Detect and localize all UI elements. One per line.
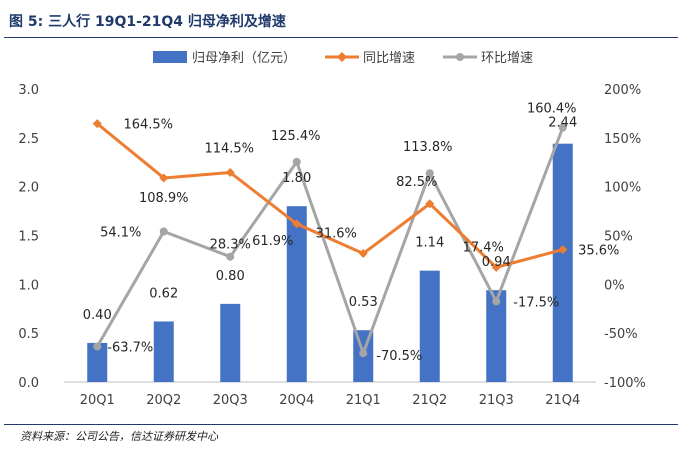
qoq-growth-point bbox=[93, 342, 102, 351]
y-left-tick-label: 2.0 bbox=[18, 181, 39, 196]
title-divider bbox=[4, 37, 678, 38]
yoy-growth-point bbox=[491, 262, 501, 272]
qoq-data-label: -63.7% bbox=[107, 341, 153, 356]
y-left-tick-label: 0.5 bbox=[18, 327, 39, 342]
bar-net-profit bbox=[87, 342, 108, 382]
y-right-tick-label: -50% bbox=[604, 327, 638, 342]
figure-title-bar: 图 5: 三人行 19Q1-21Q4 归母净利及增速 bbox=[0, 0, 684, 40]
y-left-tick-label: 3.0 bbox=[18, 83, 39, 98]
x-tick-label: 21Q4 bbox=[545, 393, 580, 408]
yoy-data-label: 164.5% bbox=[123, 118, 173, 133]
bar-net-profit bbox=[286, 206, 307, 382]
bar-data-label: 0.94 bbox=[482, 255, 511, 270]
qoq-data-label: 54.1% bbox=[100, 225, 141, 240]
y-right-tick-label: 100% bbox=[604, 181, 641, 196]
bar-data-label: 0.40 bbox=[83, 308, 112, 323]
yoy-data-label: 82.5% bbox=[396, 175, 437, 190]
yoy-growth-point bbox=[92, 119, 102, 129]
bar-net-profit bbox=[153, 321, 174, 382]
qoq-growth-point bbox=[159, 227, 168, 236]
bar-net-profit bbox=[419, 270, 440, 382]
yoy-growth-point bbox=[159, 173, 169, 183]
qoq-data-label: -17.5% bbox=[513, 295, 559, 310]
legend-swatch-qoq-marker bbox=[456, 53, 464, 61]
bar-data-label: 0.80 bbox=[216, 269, 245, 284]
qoq-data-label: -70.5% bbox=[376, 349, 422, 364]
yoy-data-label: 61.9% bbox=[252, 234, 293, 249]
qoq-growth-point bbox=[226, 252, 235, 261]
bar-net-profit bbox=[486, 290, 507, 382]
legend-swatch-net-profit bbox=[153, 51, 187, 63]
qoq-data-label: 160.4% bbox=[527, 102, 577, 117]
x-tick-label: 20Q4 bbox=[279, 393, 314, 408]
figure-title: 图 5: 三人行 19Q1-21Q4 归母净利及增速 bbox=[9, 14, 286, 30]
y-right-tick-label: 50% bbox=[604, 230, 633, 245]
source-note: 资料来源：公司公告，信达证券研发中心 bbox=[20, 430, 218, 443]
bar-net-profit bbox=[220, 303, 241, 382]
qoq-growth-point bbox=[359, 349, 368, 358]
bar-data-label: 1.80 bbox=[282, 171, 311, 186]
y-right-tick-label: 150% bbox=[604, 132, 641, 147]
y-right-tick-label: 200% bbox=[604, 83, 641, 98]
qoq-growth-point bbox=[492, 297, 501, 306]
qoq-growth-line bbox=[95, 127, 565, 355]
yoy-growth-point bbox=[225, 168, 235, 178]
legend-label-qoq: 环比增速 bbox=[481, 51, 533, 66]
bar-data-label: 0.53 bbox=[349, 295, 378, 310]
legend-label-yoy: 同比增速 bbox=[363, 51, 415, 66]
x-tick-label: 21Q2 bbox=[412, 393, 447, 408]
y-right-tick-label: 0% bbox=[604, 278, 625, 293]
bar-data-label: 0.62 bbox=[149, 286, 178, 301]
qoq-growth-point bbox=[558, 123, 567, 132]
yoy-growth-point bbox=[425, 199, 435, 209]
yoy-growth-point bbox=[558, 245, 568, 255]
qoq-growth-point bbox=[425, 169, 434, 178]
yoy-growth-point bbox=[292, 219, 302, 229]
yoy-data-label: 108.9% bbox=[139, 191, 189, 206]
y-left-tick-label: 1.5 bbox=[18, 230, 39, 245]
x-tick-label: 21Q1 bbox=[346, 393, 381, 408]
qoq-data-label: 113.8% bbox=[403, 140, 453, 155]
x-tick-label: 20Q2 bbox=[146, 393, 181, 408]
qoq-growth-point bbox=[292, 157, 301, 166]
yoy-data-label: 35.6% bbox=[578, 244, 619, 259]
y-left-tick-label: 2.5 bbox=[18, 132, 39, 147]
legend-swatch-yoy-marker bbox=[337, 52, 347, 62]
bar-data-label: 1.14 bbox=[415, 236, 444, 251]
yoy-data-label: 17.4% bbox=[463, 240, 504, 255]
qoq-data-label: 28.3% bbox=[210, 238, 251, 253]
y-left-tick-label: 0.0 bbox=[18, 376, 39, 391]
bar-net-profit bbox=[552, 143, 573, 382]
x-tick-label: 20Q3 bbox=[213, 393, 248, 408]
x-tick-label: 21Q3 bbox=[479, 393, 514, 408]
qoq-data-label: 125.4% bbox=[271, 129, 321, 144]
bar-data-label: 2.44 bbox=[548, 116, 577, 131]
footer-divider bbox=[4, 424, 678, 425]
x-tick-label: 20Q1 bbox=[80, 393, 115, 408]
legend-label-net-profit: 归母净利（亿元） bbox=[192, 51, 296, 66]
y-right-tick-label: -100% bbox=[604, 376, 646, 391]
y-left-tick-label: 1.0 bbox=[18, 278, 39, 293]
yoy-data-label: 114.5% bbox=[204, 142, 254, 157]
yoy-growth-point bbox=[358, 248, 368, 258]
yoy-growth-line bbox=[96, 122, 564, 269]
yoy-data-label: 31.6% bbox=[316, 226, 357, 241]
